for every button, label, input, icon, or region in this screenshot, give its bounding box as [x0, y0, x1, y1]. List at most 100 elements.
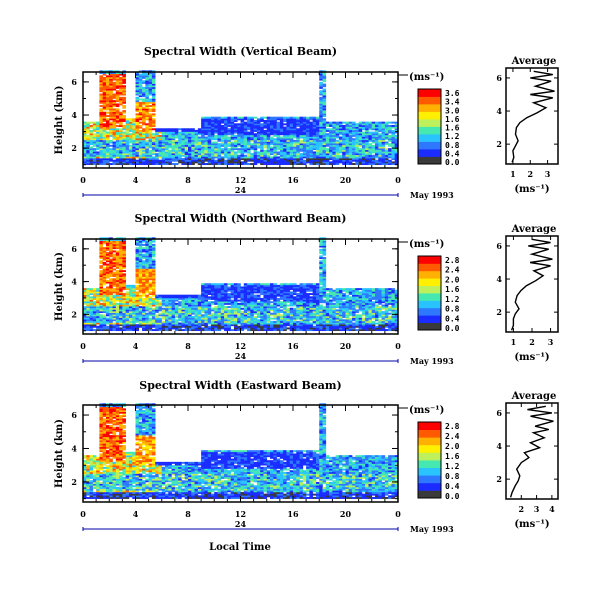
heatmap-cell [217, 149, 222, 152]
heatmap-cell [122, 311, 126, 314]
heatmap-cell [286, 311, 291, 314]
heatmap-cell [151, 276, 156, 279]
heatmap-cell [135, 304, 140, 307]
heatmap-cell [191, 317, 195, 320]
heatmap-cell [148, 240, 153, 243]
heatmap-cell [260, 289, 264, 292]
heatmap-cell [168, 133, 172, 136]
heatmap-cell [253, 156, 258, 159]
heatmap-cell [391, 136, 396, 139]
heatmap-cell [233, 288, 238, 291]
heatmap-cell [125, 329, 130, 332]
heatmap-cell [204, 309, 208, 312]
heatmap-cell [184, 309, 189, 312]
heatmap-cell [312, 143, 317, 146]
heatmap-cell [148, 320, 153, 323]
heatmap-cell [289, 138, 294, 141]
heatmap-cell [273, 128, 277, 131]
heatmap-cell [312, 131, 317, 134]
heatmap-cell [142, 159, 146, 162]
heatmap-cell [132, 138, 136, 141]
heatmap-cell [266, 311, 271, 314]
heatmap-cell [151, 261, 156, 264]
heatmap-cell [148, 163, 153, 165]
heatmap-cell [217, 315, 222, 318]
heatmap-cell [112, 297, 117, 300]
heatmap-cell [109, 78, 113, 81]
heatmap-cell [220, 315, 225, 318]
heatmap-cell [260, 329, 264, 332]
heatmap-cell [89, 293, 94, 295]
heatmap-cell [135, 103, 140, 106]
heatmap-cell [135, 315, 140, 318]
heatmap-cell [260, 143, 264, 146]
heatmap-cell [250, 304, 254, 307]
heatmap-cell [92, 293, 97, 295]
heatmap-cell [105, 252, 110, 255]
heatmap-cell [119, 239, 123, 241]
heatmap-cell [181, 136, 186, 139]
heatmap-cell [115, 110, 120, 113]
heatmap-cell [125, 158, 130, 161]
heatmap-cell [207, 322, 212, 325]
heatmap-cell [155, 139, 159, 142]
heatmap-cell [266, 296, 271, 299]
heatmap-cell [135, 123, 140, 126]
heatmap-cell [217, 284, 222, 287]
heatmap-cell [365, 151, 369, 154]
heatmap-cell [263, 141, 268, 144]
heatmap-cell [296, 141, 300, 144]
heatmap-cell [148, 299, 153, 302]
heatmap-cell [358, 159, 363, 162]
heatmap-cell [161, 296, 166, 299]
heatmap-cell [148, 124, 153, 127]
heatmap-cell [99, 286, 103, 289]
heatmap-cell [168, 311, 172, 314]
heatmap-cell [112, 148, 117, 151]
heatmap-cell [273, 116, 277, 119]
heatmap-cell [109, 261, 113, 264]
heatmap-cell [181, 302, 186, 305]
heatmap-cell [217, 299, 222, 302]
heatmap-cell [119, 148, 123, 151]
heatmap-cell [112, 278, 117, 281]
heatmap-cell [188, 317, 192, 320]
heatmap-cell [315, 118, 320, 121]
heatmap-cell [119, 91, 123, 94]
heatmap-cell [178, 322, 182, 325]
average-y-tick-label: 4 [496, 106, 502, 116]
heatmap-cell [332, 141, 336, 144]
heatmap-cell [138, 76, 143, 79]
heatmap-cell [266, 293, 271, 295]
heatmap-cell [322, 111, 327, 114]
heatmap-cell [201, 123, 205, 126]
heatmap-cell [184, 151, 189, 154]
heatmap-cell [224, 317, 228, 320]
heatmap-cell [86, 291, 90, 294]
heatmap-cell [155, 329, 159, 332]
heatmap-cell [233, 293, 238, 295]
heatmap-cell [250, 302, 254, 305]
heatmap-cell [115, 315, 120, 318]
heatmap-cell [243, 322, 248, 325]
heatmap-cell [194, 131, 199, 134]
heatmap-cell [279, 123, 284, 126]
heatmap-cell [148, 325, 153, 328]
heatmap-cell [171, 309, 176, 312]
heatmap-cell [227, 139, 231, 142]
heatmap-cell [325, 133, 330, 136]
heatmap-cell [283, 315, 287, 318]
heatmap-cell [365, 134, 369, 137]
heatmap-cell [201, 293, 205, 295]
heatmap-cell [283, 126, 287, 129]
heatmap-cell [109, 72, 113, 74]
heatmap-cell [237, 139, 241, 142]
heatmap-cell [142, 80, 146, 83]
heatmap-cell [132, 320, 136, 323]
heatmap-cell [289, 123, 294, 126]
heatmap-cell [250, 124, 254, 127]
heatmap-cell [151, 324, 156, 327]
heatmap-cell [122, 105, 126, 108]
heatmap-cell [122, 250, 126, 253]
heatmap-cell [142, 146, 146, 149]
